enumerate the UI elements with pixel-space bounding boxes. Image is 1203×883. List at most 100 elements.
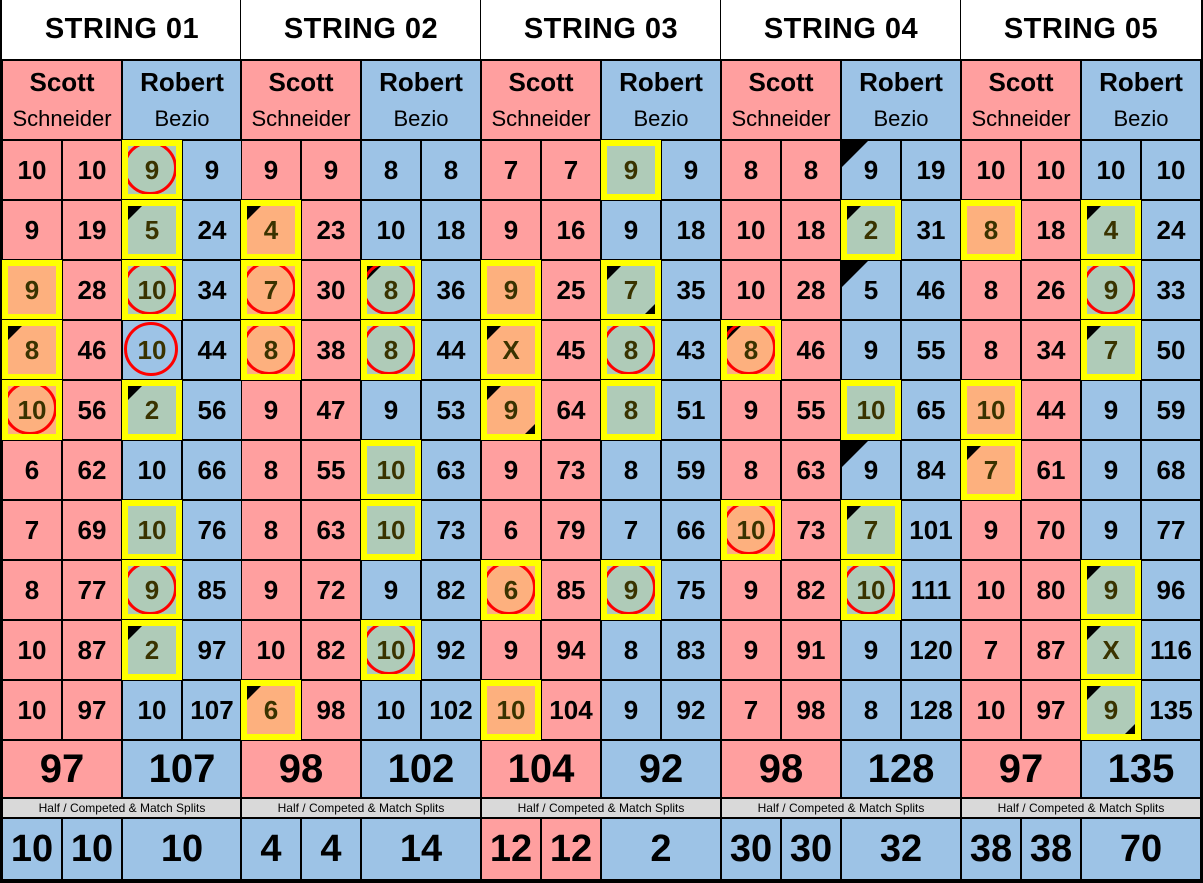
robert-shot-score[interactable]: 7 [1080, 319, 1142, 381]
scott-shot-score[interactable]: 8 [961, 260, 1021, 320]
robert-shot-score[interactable]: X [1080, 619, 1142, 681]
scott-shot-score[interactable]: 9 [2, 200, 62, 260]
scott-shot-score[interactable]: 10 [721, 200, 781, 260]
scott-shot-score[interactable]: 8 [2, 560, 62, 620]
robert-shot-score[interactable]: 9 [1080, 259, 1142, 321]
scott-shot-score[interactable]: X [480, 319, 542, 381]
robert-shot-score[interactable]: 8 [360, 259, 422, 321]
robert-shot-score[interactable]: 9 [361, 560, 421, 620]
scott-shot-score[interactable]: 10 [2, 620, 62, 680]
robert-shot-score[interactable]: 2 [840, 199, 902, 261]
robert-shot-score[interactable]: 9 [1081, 380, 1141, 440]
scott-shot-score[interactable]: 7 [960, 439, 1022, 501]
robert-shot-score[interactable]: 10 [122, 320, 182, 380]
robert-shot-score[interactable]: 7 [600, 259, 662, 321]
robert-shot-score[interactable]: 8 [601, 440, 661, 500]
robert-shot-score[interactable]: 9 [841, 140, 901, 200]
scott-shot-score[interactable]: 9 [721, 380, 781, 440]
scott-shot-score[interactable]: 8 [240, 319, 302, 381]
scott-shot-score[interactable]: 10 [720, 499, 782, 561]
robert-shot-score[interactable]: 10 [122, 440, 182, 500]
robert-shot-score[interactable]: 4 [1080, 199, 1142, 261]
robert-shot-score[interactable]: 9 [600, 139, 662, 201]
robert-shot-score[interactable]: 10 [360, 619, 422, 681]
scott-shot-score[interactable]: 9 [481, 620, 541, 680]
scott-shot-score[interactable]: 9 [481, 200, 541, 260]
scott-shot-score[interactable]: 6 [481, 500, 541, 560]
robert-shot-score[interactable]: 9 [121, 139, 183, 201]
scott-shot-score[interactable]: 8 [961, 320, 1021, 380]
robert-shot-score[interactable]: 10 [121, 499, 183, 561]
robert-shot-score[interactable]: 2 [121, 379, 183, 441]
robert-shot-score[interactable]: 5 [121, 199, 183, 261]
scott-shot-score[interactable]: 9 [241, 380, 301, 440]
scott-shot-score[interactable]: 10 [961, 140, 1021, 200]
robert-shot-score[interactable]: 9 [601, 200, 661, 260]
scott-shot-score[interactable]: 9 [961, 500, 1021, 560]
scott-shot-score[interactable]: 8 [721, 440, 781, 500]
robert-shot-score[interactable]: 8 [361, 140, 421, 200]
robert-shot-score[interactable]: 9 [1080, 679, 1142, 741]
scott-shot-score[interactable]: 8 [241, 440, 301, 500]
robert-shot-score[interactable]: 7 [840, 499, 902, 561]
scott-shot-score[interactable]: 9 [481, 440, 541, 500]
scott-shot-score[interactable]: 7 [721, 680, 781, 740]
robert-shot-score[interactable]: 10 [122, 680, 182, 740]
scott-shot-score[interactable]: 9 [721, 620, 781, 680]
robert-shot-score[interactable]: 9 [841, 320, 901, 380]
scott-shot-score[interactable]: 10 [2, 140, 62, 200]
robert-shot-score[interactable]: 9 [1081, 440, 1141, 500]
scott-shot-score[interactable]: 9 [241, 560, 301, 620]
scott-shot-score[interactable]: 10 [2, 680, 62, 740]
scott-shot-score[interactable]: 7 [240, 259, 302, 321]
scott-shot-score[interactable]: 9 [721, 560, 781, 620]
scott-shot-score[interactable]: 8 [960, 199, 1022, 261]
robert-shot-score[interactable]: 8 [601, 620, 661, 680]
robert-shot-score[interactable]: 9 [841, 620, 901, 680]
scott-shot-score[interactable]: 4 [240, 199, 302, 261]
robert-shot-score[interactable]: 10 [361, 680, 421, 740]
robert-shot-score[interactable]: 10 [1081, 140, 1141, 200]
robert-shot-score[interactable]: 9 [1081, 500, 1141, 560]
scott-shot-score[interactable]: 8 [1, 319, 63, 381]
scott-shot-score[interactable]: 9 [480, 259, 542, 321]
scott-shot-score[interactable]: 10 [721, 260, 781, 320]
robert-shot-score[interactable]: 10 [840, 559, 902, 621]
scott-shot-score[interactable]: 10 [961, 680, 1021, 740]
robert-shot-score[interactable]: 8 [360, 319, 422, 381]
robert-shot-score[interactable]: 7 [601, 500, 661, 560]
robert-shot-score[interactable]: 10 [360, 439, 422, 501]
scott-shot-score[interactable]: 8 [720, 319, 782, 381]
robert-shot-score[interactable]: 9 [361, 380, 421, 440]
scott-shot-score[interactable]: 6 [240, 679, 302, 741]
scott-shot-score[interactable]: 7 [481, 140, 541, 200]
scott-shot-score[interactable]: 10 [961, 560, 1021, 620]
robert-shot-score[interactable]: 8 [841, 680, 901, 740]
robert-shot-score[interactable]: 5 [841, 260, 901, 320]
robert-shot-score[interactable]: 10 [840, 379, 902, 441]
robert-shot-score[interactable]: 8 [600, 319, 662, 381]
scott-shot-score[interactable]: 10 [480, 679, 542, 741]
robert-shot-score[interactable]: 9 [1080, 559, 1142, 621]
scott-shot-score[interactable]: 10 [1, 379, 63, 441]
robert-shot-score[interactable]: 9 [601, 680, 661, 740]
robert-shot-score[interactable]: 9 [841, 440, 901, 500]
robert-shot-score[interactable]: 10 [121, 259, 183, 321]
scott-shot-score[interactable]: 6 [2, 440, 62, 500]
robert-shot-score[interactable]: 9 [121, 559, 183, 621]
scott-shot-score[interactable]: 10 [960, 379, 1022, 441]
robert-shot-score[interactable]: 9 [600, 559, 662, 621]
scott-shot-score[interactable]: 6 [480, 559, 542, 621]
scott-shot-score[interactable]: 8 [721, 140, 781, 200]
scott-shot-score[interactable]: 7 [2, 500, 62, 560]
robert-shot-score[interactable]: 8 [600, 379, 662, 441]
scott-shot-score[interactable]: 7 [961, 620, 1021, 680]
robert-shot-score[interactable]: 10 [361, 200, 421, 260]
robert-shot-score[interactable]: 2 [121, 619, 183, 681]
scott-shot-score[interactable]: 8 [241, 500, 301, 560]
robert-shot-score[interactable]: 10 [360, 499, 422, 561]
scott-shot-score[interactable]: 10 [241, 620, 301, 680]
scott-shot-score[interactable]: 9 [241, 140, 301, 200]
scott-shot-score[interactable]: 9 [480, 379, 542, 441]
scott-shot-score[interactable]: 9 [1, 259, 63, 321]
